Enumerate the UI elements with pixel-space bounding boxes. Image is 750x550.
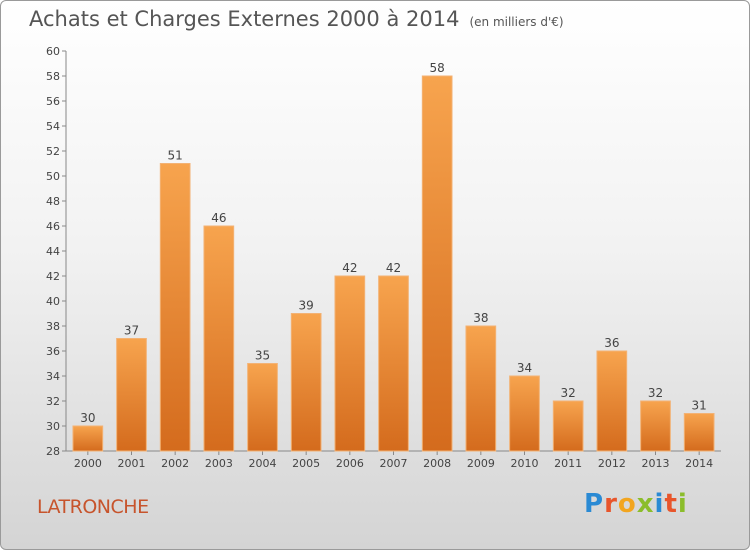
y-tick-label: 28 — [46, 445, 60, 458]
y-tick-label: 54 — [46, 120, 60, 133]
y-tick-label: 58 — [46, 70, 60, 83]
x-tick-label: 2008 — [423, 457, 451, 470]
chart-subtitle: (en milliers d'€) — [469, 15, 564, 29]
y-tick-label: 42 — [46, 270, 60, 283]
data-label: 37 — [124, 324, 139, 338]
data-label: 32 — [648, 386, 663, 400]
x-tick-label: 2001 — [118, 457, 146, 470]
y-tick-label: 34 — [46, 370, 60, 383]
data-label: 32 — [561, 386, 576, 400]
bar — [378, 275, 409, 452]
data-label: 36 — [604, 336, 619, 350]
bar — [159, 163, 191, 452]
x-tick-label: 2006 — [336, 457, 364, 470]
bar — [116, 338, 147, 452]
data-label: 39 — [299, 299, 314, 313]
y-tick-label: 56 — [46, 95, 60, 108]
bar — [509, 375, 540, 452]
bar — [465, 325, 497, 452]
y-tick-label: 50 — [46, 170, 60, 183]
bar — [683, 413, 715, 452]
bar — [72, 425, 104, 452]
y-tick-label: 46 — [46, 220, 60, 233]
x-tick-label: 2007 — [380, 457, 408, 470]
data-label: 34 — [517, 361, 532, 375]
bar — [203, 225, 235, 452]
x-tick-label: 2005 — [292, 457, 320, 470]
x-tick-label: 2012 — [598, 457, 626, 470]
chart-title: Achats et Charges Externes 2000 à 2014 — [29, 7, 460, 31]
chart-title-block: Achats et Charges Externes 2000 à 2014 (e… — [29, 7, 564, 31]
y-tick-label: 38 — [46, 320, 60, 333]
x-tick-label: 2002 — [161, 457, 189, 470]
data-label: 35 — [255, 349, 270, 363]
data-label: 42 — [342, 261, 357, 275]
bar — [552, 400, 584, 452]
x-tick-label: 2009 — [467, 457, 495, 470]
y-tick-label: 48 — [46, 195, 60, 208]
bar — [640, 400, 671, 452]
y-tick-label: 32 — [46, 395, 60, 408]
data-label: 38 — [473, 311, 488, 325]
bar — [334, 275, 366, 452]
proxiti-logo: Proxiti — [584, 489, 688, 519]
x-tick-label: 2010 — [511, 457, 539, 470]
data-label: 42 — [386, 261, 401, 275]
data-label: 30 — [80, 411, 95, 425]
bar — [247, 363, 278, 452]
data-label: 31 — [692, 399, 707, 413]
y-tick-label: 52 — [46, 145, 60, 158]
data-label: 46 — [211, 211, 226, 225]
bar — [421, 75, 453, 452]
y-tick-label: 36 — [46, 345, 60, 358]
data-label: 51 — [168, 149, 183, 163]
bar — [290, 313, 322, 452]
x-tick-label: 2013 — [642, 457, 670, 470]
data-label: 58 — [430, 61, 445, 75]
y-tick-label: 60 — [46, 45, 60, 58]
x-tick-label: 2011 — [554, 457, 582, 470]
location-label: LATRONCHE — [37, 496, 149, 518]
bar — [596, 350, 628, 452]
x-tick-label: 2004 — [249, 457, 277, 470]
y-tick-label: 40 — [46, 295, 60, 308]
x-tick-label: 2014 — [685, 457, 713, 470]
y-tick-label: 44 — [46, 245, 60, 258]
y-tick-label: 30 — [46, 420, 60, 433]
x-tick-label: 2003 — [205, 457, 233, 470]
x-tick-label: 2000 — [74, 457, 102, 470]
